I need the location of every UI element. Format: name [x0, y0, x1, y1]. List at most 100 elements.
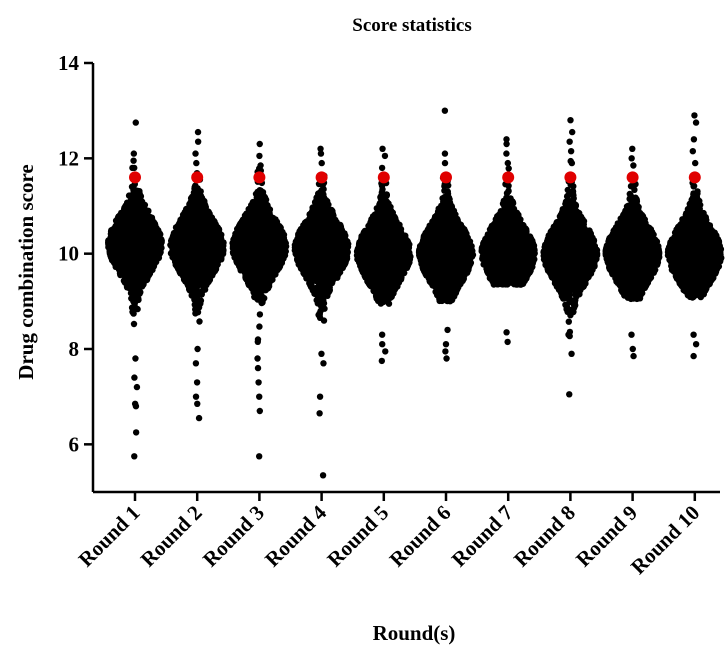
- data-point: [120, 210, 127, 217]
- data-point: [194, 240, 202, 247]
- data-point: [240, 252, 248, 259]
- data-point: [149, 221, 156, 228]
- data-point: [185, 216, 192, 223]
- data-point: [131, 289, 138, 296]
- data-point: [202, 207, 209, 214]
- data-point: [202, 249, 209, 257]
- outlier-point: [194, 138, 202, 145]
- data-point: [110, 234, 117, 241]
- data-point: [127, 237, 134, 245]
- data-point: [205, 239, 212, 247]
- beeswarm-column: [105, 119, 165, 460]
- outlier-point: [132, 119, 139, 126]
- data-point: [187, 199, 194, 206]
- data-point: [263, 218, 270, 225]
- data-point: [185, 249, 192, 256]
- outlier-point: [194, 400, 201, 407]
- data-point: [131, 186, 139, 194]
- outlier-point: [256, 407, 264, 415]
- data-point: [280, 254, 287, 262]
- data-point: [197, 297, 205, 304]
- outlier-point: [255, 453, 263, 460]
- data-point: [123, 205, 131, 212]
- outlier-point: [131, 164, 138, 172]
- data-point: [261, 285, 268, 292]
- data-point: [210, 246, 217, 254]
- y-tick-label: 12: [58, 146, 79, 170]
- data-point: [186, 278, 193, 285]
- data-point: [256, 323, 263, 330]
- data-point: [130, 320, 138, 328]
- data-point: [196, 318, 203, 325]
- x-tick-label: Round 5: [322, 501, 393, 572]
- outlier-point: [254, 355, 261, 362]
- x-tick-label: Round 1: [74, 501, 145, 572]
- data-point: [239, 231, 246, 238]
- data-point: [125, 246, 133, 253]
- data-point: [317, 307, 324, 315]
- data-point: [114, 258, 121, 266]
- outlier-point: [192, 393, 200, 400]
- data-point: [150, 255, 158, 263]
- data-point: [242, 271, 249, 279]
- data-point: [206, 215, 213, 222]
- x-tick-label: Round 6: [385, 501, 456, 572]
- data-point: [233, 257, 240, 265]
- data-point: [255, 191, 262, 198]
- outlier-point: [256, 393, 263, 400]
- y-axis-label: Drug combination score: [14, 164, 38, 379]
- data-point: [135, 232, 142, 239]
- y-tick-label: 10: [58, 242, 79, 266]
- data-point: [218, 245, 225, 252]
- x-tick-label: Round 7: [447, 501, 518, 572]
- data-point: [130, 310, 137, 317]
- outlier-point: [195, 414, 203, 422]
- outlier-point: [132, 429, 140, 436]
- data-point: [186, 286, 193, 293]
- data-point: [267, 269, 275, 276]
- data-point: [216, 251, 223, 259]
- data-point: [113, 218, 121, 225]
- outlier-point: [193, 379, 201, 386]
- outlier-point: [254, 336, 262, 343]
- x-tick-label: Round 4: [260, 500, 331, 571]
- data-point: [267, 253, 274, 260]
- x-tick-label: Round 3: [198, 501, 269, 572]
- data-point: [267, 234, 274, 241]
- data-point: [145, 269, 152, 277]
- outlier-point: [130, 157, 137, 164]
- data-point: [189, 227, 196, 234]
- data-point: [189, 193, 196, 200]
- data-point: [274, 227, 281, 234]
- data-point: [194, 220, 202, 227]
- data-point: [122, 226, 129, 233]
- data-point: [117, 271, 124, 279]
- outlier-point: [130, 150, 138, 157]
- data-point: [128, 304, 136, 311]
- outlier-point: [192, 360, 200, 367]
- outlier-point: [192, 150, 199, 157]
- x-axis-label: Round(s): [373, 621, 456, 645]
- data-point: [109, 247, 117, 254]
- data-point: [260, 274, 267, 281]
- data-point: [174, 227, 181, 234]
- data-point: [258, 262, 265, 270]
- data-point: [232, 246, 239, 254]
- outlier-point: [194, 345, 201, 353]
- outlier-point: [194, 128, 202, 136]
- data-point: [123, 233, 130, 240]
- data-point: [129, 225, 136, 232]
- data-point: [116, 252, 123, 260]
- data-point: [179, 211, 187, 218]
- data-point: [147, 248, 155, 255]
- beeswarm-plot-area: [105, 107, 725, 479]
- data-point: [197, 194, 204, 201]
- outlier-point: [131, 453, 138, 460]
- data-point: [272, 216, 279, 223]
- data-point: [242, 224, 250, 231]
- beeswarm-column: [291, 145, 352, 479]
- data-point: [156, 238, 163, 245]
